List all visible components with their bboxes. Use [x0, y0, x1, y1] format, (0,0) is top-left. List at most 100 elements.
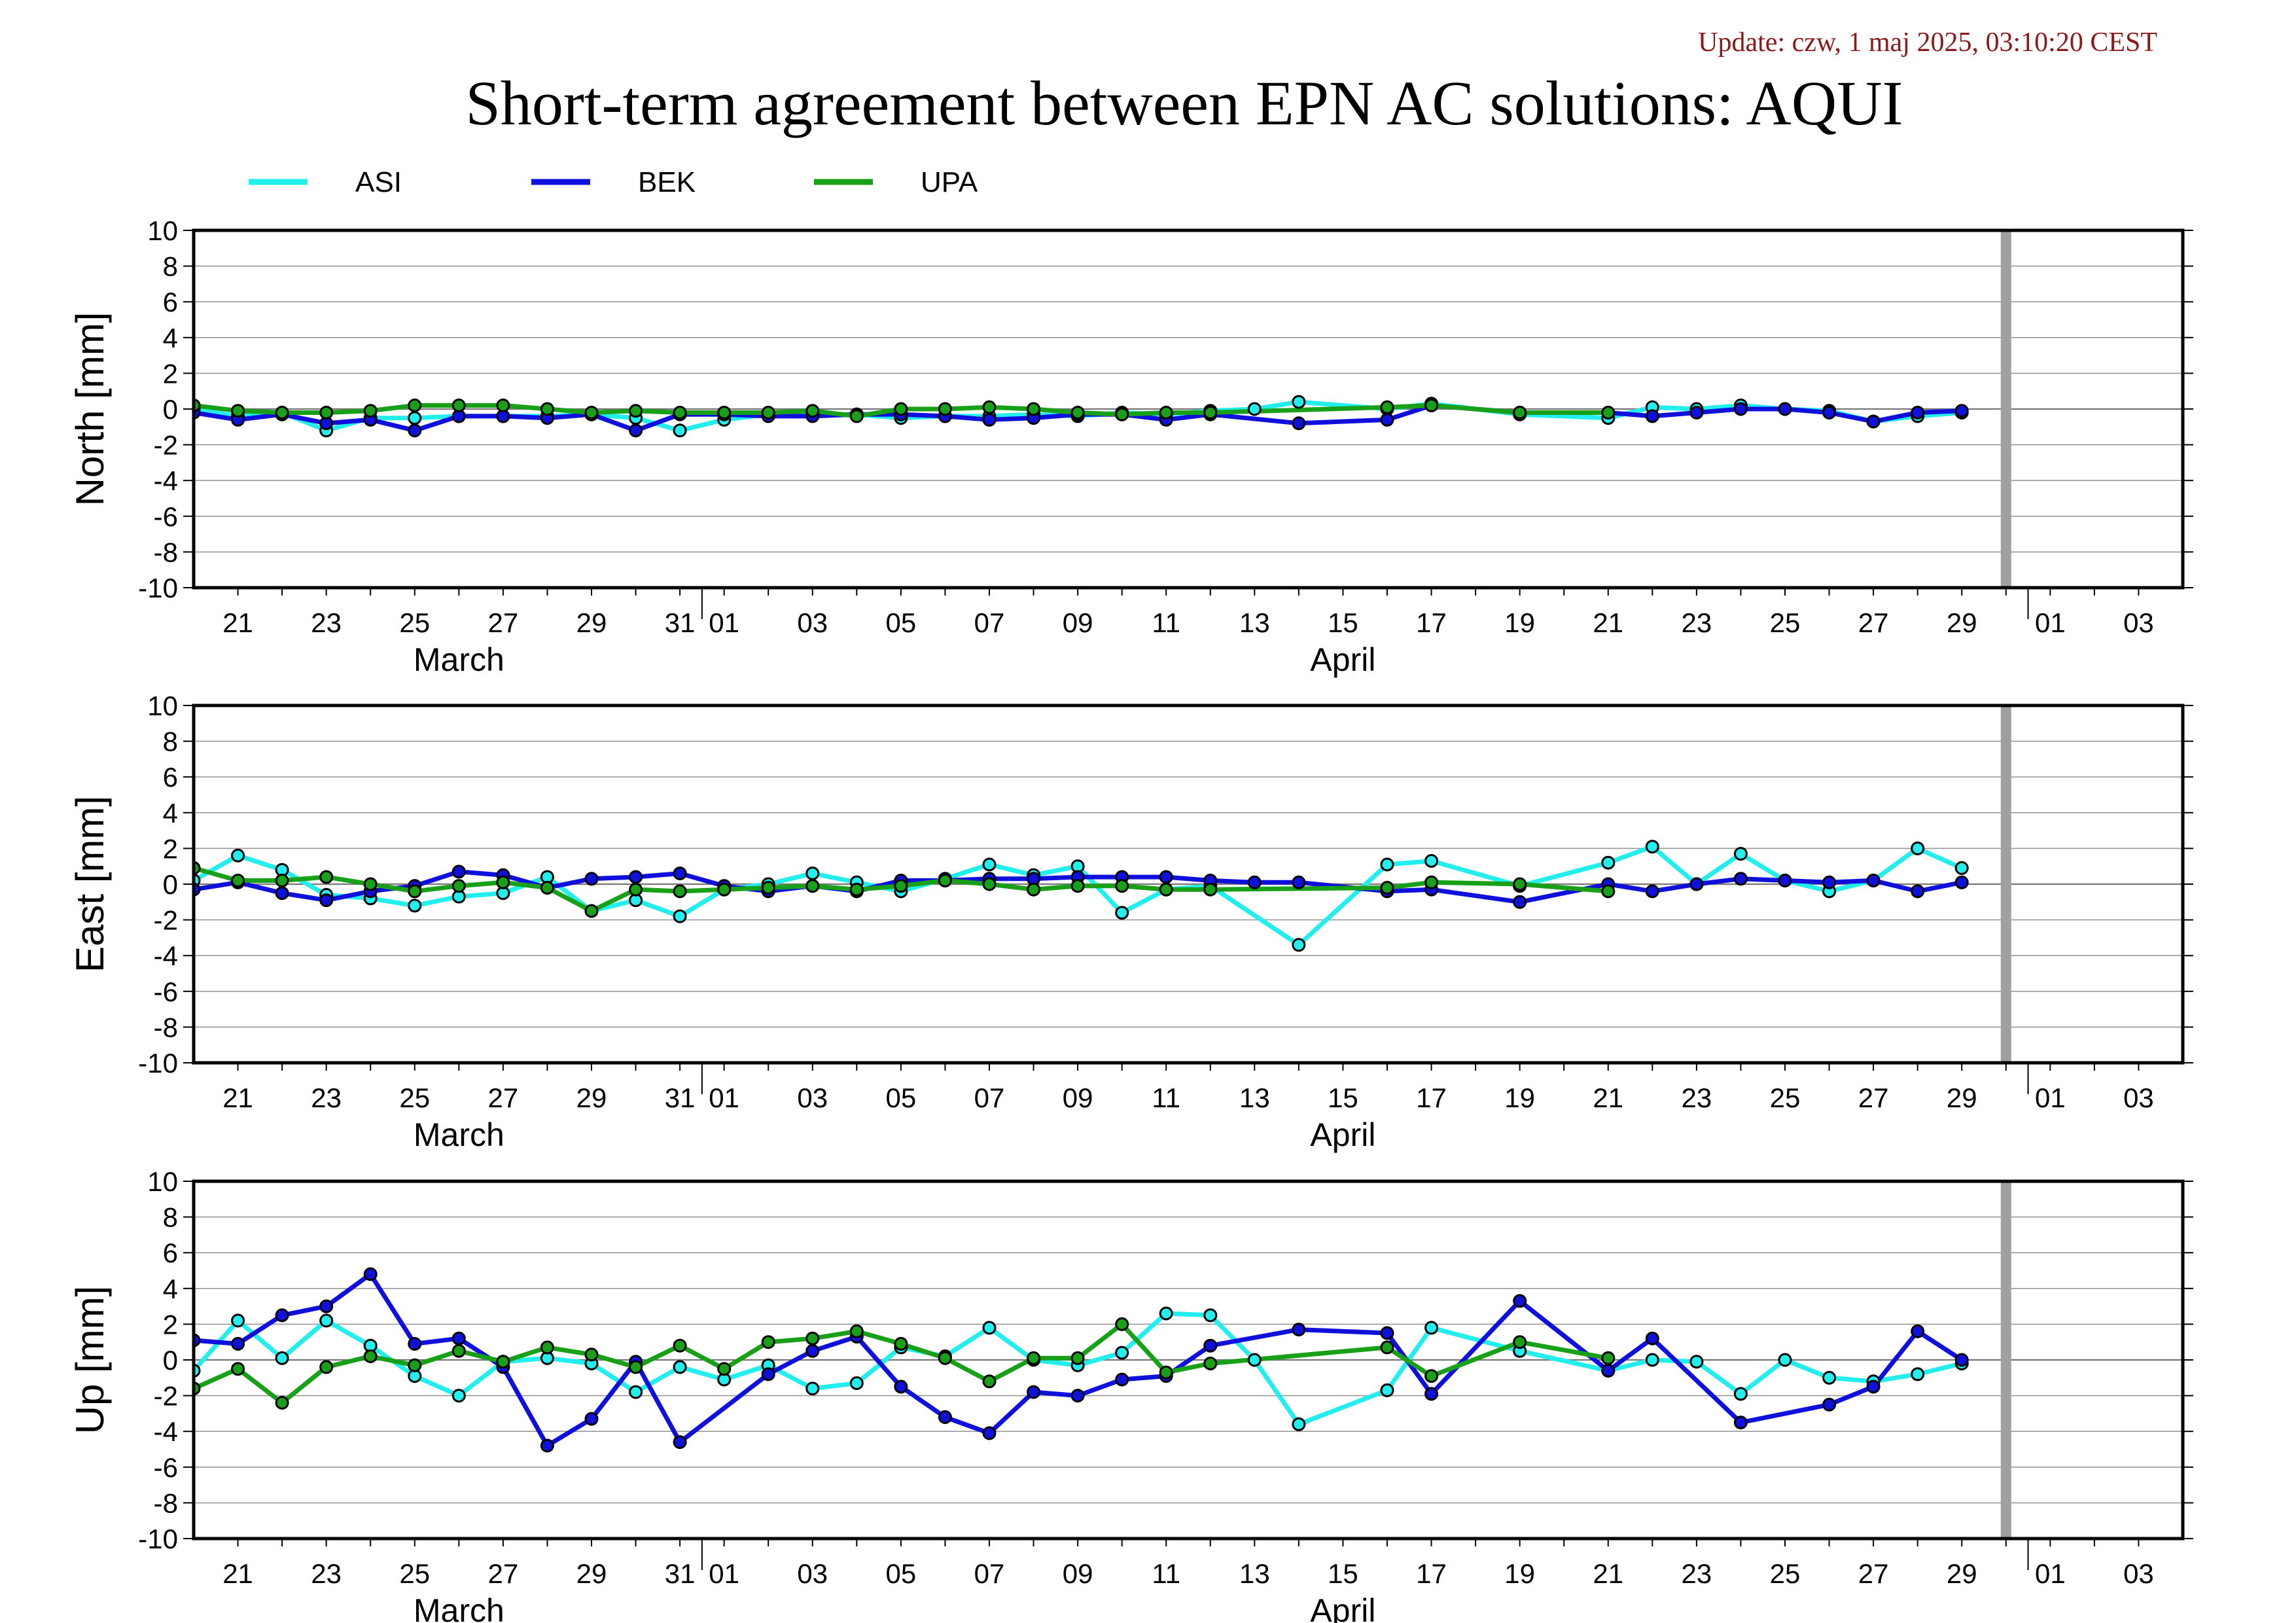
data-point-bek — [629, 423, 643, 438]
x-tick-label: 23 — [1682, 607, 1712, 638]
x-tick-label: 01 — [709, 1558, 739, 1589]
data-point-upa — [451, 1344, 466, 1358]
x-tick-label: 11 — [1152, 1558, 1180, 1589]
x-tick-label: 29 — [1947, 607, 1977, 638]
data-point-upa — [894, 1336, 908, 1351]
series-line-bek — [194, 1272, 1964, 1448]
data-point-bek — [1954, 404, 1969, 418]
data-point-bek — [1247, 875, 1262, 889]
data-point-upa — [584, 406, 599, 419]
data-point-asi — [1645, 1353, 1659, 1367]
data-point-upa — [1159, 882, 1173, 897]
y-tick-label: -10 — [138, 573, 178, 603]
data-point-upa — [1070, 1351, 1085, 1365]
data-point-bek — [1513, 895, 1527, 909]
data-point-bek — [1115, 1372, 1129, 1387]
data-point-upa — [938, 874, 952, 887]
data-point-asi — [1424, 1321, 1439, 1335]
data-point-upa — [275, 406, 289, 419]
data-point-bek — [408, 423, 422, 438]
data-point-upa — [629, 404, 643, 418]
data-point-bek — [1292, 416, 1306, 431]
x-tick-label: 27 — [488, 1558, 519, 1589]
data-point-asi — [1292, 395, 1306, 409]
data-point-asi — [1733, 1387, 1748, 1401]
x-tick-label: 13 — [1239, 1558, 1270, 1589]
x-tick-label: 15 — [1328, 1558, 1358, 1589]
data-point-asi — [1689, 1355, 1704, 1369]
y-tick-label: 10 — [147, 215, 178, 246]
x-tick-label: 23 — [1682, 1558, 1712, 1589]
data-point-bek — [629, 870, 643, 884]
data-point-bek — [1513, 1294, 1527, 1308]
series-line-bek — [194, 869, 1962, 904]
data-point-bek — [1027, 1385, 1041, 1399]
data-point-bek — [1778, 402, 1792, 416]
data-point-asi — [1115, 906, 1129, 920]
data-point-upa — [717, 1362, 732, 1376]
data-point-asi — [982, 857, 997, 872]
data-point-upa — [1027, 402, 1041, 416]
x-tick-label: 05 — [886, 1082, 917, 1113]
y-tick-label: 8 — [163, 726, 178, 757]
data-point-asi — [408, 411, 422, 425]
data-point-upa — [1159, 1365, 1173, 1380]
data-point-upa — [363, 404, 378, 418]
data-point-bek — [1645, 1331, 1659, 1346]
update-timestamp: Update: czw, 1 maj 2025, 03:10:20 CEST — [1698, 27, 2157, 58]
data-point-upa — [408, 1358, 422, 1372]
current-day-marker — [2000, 230, 2011, 588]
x-tick-label: 29 — [576, 607, 607, 638]
x-tick-label: 05 — [886, 1558, 917, 1589]
data-point-bek — [1380, 1326, 1394, 1340]
data-point-upa — [408, 884, 422, 899]
x-tick-label: 31 — [665, 1558, 696, 1589]
y-tick-label: 4 — [163, 1274, 178, 1304]
data-point-upa — [584, 904, 599, 918]
data-point-bek — [1911, 406, 1925, 419]
data-point-asi — [231, 848, 245, 863]
data-point-upa — [1203, 1357, 1218, 1370]
data-point-bek — [1292, 875, 1306, 889]
data-point-asi — [1247, 402, 1262, 416]
x-tick-label: 19 — [1504, 1082, 1535, 1113]
data-point-bek — [1911, 884, 1925, 899]
data-point-upa — [408, 399, 422, 412]
data-point-asi — [1380, 1383, 1394, 1397]
data-point-bek — [761, 1367, 775, 1382]
data-point-upa — [1513, 1335, 1527, 1349]
data-point-upa — [894, 402, 908, 416]
data-point-asi — [1601, 855, 1616, 870]
data-point-upa — [1203, 882, 1218, 897]
y-tick-label: -6 — [154, 1452, 178, 1483]
data-point-upa — [1601, 884, 1616, 899]
y-tick-label: 2 — [163, 1309, 178, 1340]
x-tick-label: 13 — [1239, 1082, 1270, 1113]
x-tick-label: 27 — [1858, 607, 1889, 638]
data-point-upa — [805, 879, 820, 893]
panel-east: 10 8 6 4 2 0 -2 -4 -6 -8 -10 21 23 25 27 29 31 01 03 05 07 09… — [68, 690, 2193, 1153]
data-point-bek — [1733, 402, 1748, 416]
data-point-asi — [673, 423, 687, 438]
data-point-upa — [319, 406, 334, 419]
y-tick-label: -6 — [154, 501, 178, 532]
data-point-upa — [938, 402, 952, 416]
data-point-asi — [849, 1376, 864, 1390]
y-tick-label: 10 — [147, 690, 178, 721]
data-point-upa — [673, 406, 687, 419]
data-point-upa — [540, 1340, 554, 1355]
month-label: April — [1310, 1592, 1375, 1623]
y-axis-label: East [mm] — [68, 796, 112, 972]
y-tick-label: 0 — [163, 394, 178, 425]
x-tick-label: 11 — [1152, 607, 1180, 638]
data-point-upa — [1027, 1351, 1041, 1365]
data-point-bek — [1866, 414, 1881, 429]
data-point-asi — [319, 1313, 334, 1328]
data-point-upa — [761, 406, 775, 419]
x-tick-label: 19 — [1504, 1558, 1535, 1589]
data-point-asi — [1733, 847, 1748, 861]
data-point-bek — [408, 1336, 422, 1351]
y-tick-label: 4 — [163, 798, 178, 829]
data-point-bek — [584, 1412, 599, 1426]
